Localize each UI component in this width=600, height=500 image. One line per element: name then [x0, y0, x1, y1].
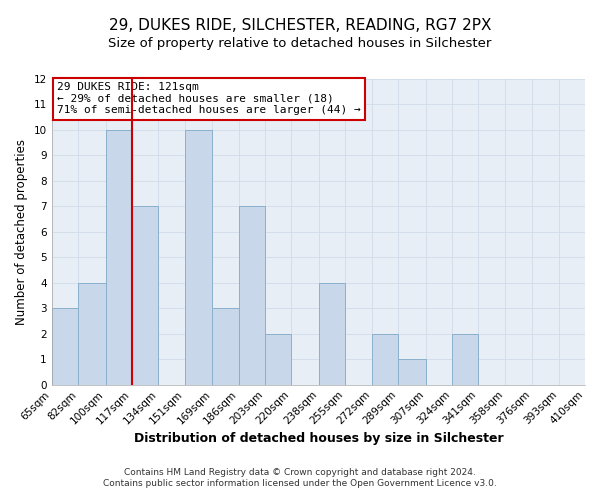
Text: Size of property relative to detached houses in Silchester: Size of property relative to detached ho…: [109, 38, 491, 51]
Bar: [319, 283, 346, 384]
X-axis label: Distribution of detached houses by size in Silchester: Distribution of detached houses by size …: [134, 432, 503, 445]
Bar: [398, 359, 426, 384]
Bar: [106, 130, 132, 384]
Bar: [239, 206, 265, 384]
Bar: [52, 308, 78, 384]
Bar: [371, 334, 398, 384]
Y-axis label: Number of detached properties: Number of detached properties: [15, 139, 28, 325]
Bar: [452, 334, 478, 384]
Text: Contains HM Land Registry data © Crown copyright and database right 2024.
Contai: Contains HM Land Registry data © Crown c…: [103, 468, 497, 487]
Bar: [265, 334, 291, 384]
Bar: [132, 206, 158, 384]
Bar: [185, 130, 212, 384]
Text: 29 DUKES RIDE: 121sqm
← 29% of detached houses are smaller (18)
71% of semi-deta: 29 DUKES RIDE: 121sqm ← 29% of detached …: [57, 82, 361, 116]
Text: 29, DUKES RIDE, SILCHESTER, READING, RG7 2PX: 29, DUKES RIDE, SILCHESTER, READING, RG7…: [109, 18, 491, 32]
Bar: [78, 283, 106, 384]
Bar: [585, 359, 600, 384]
Bar: [212, 308, 239, 384]
